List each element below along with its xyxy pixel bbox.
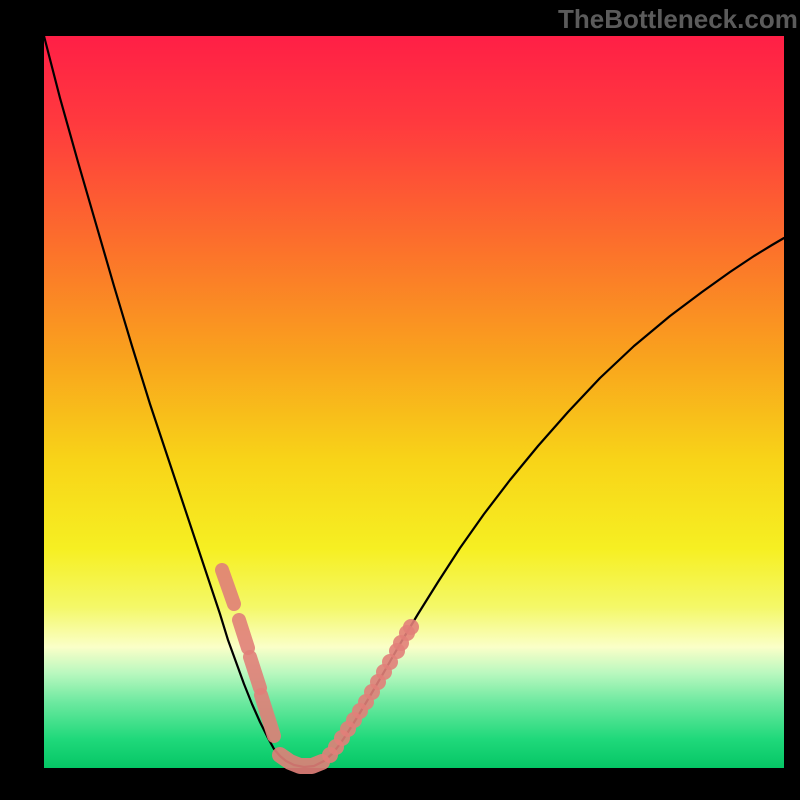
watermark-text: TheBottleneck.com bbox=[558, 4, 798, 35]
bottleneck-curve bbox=[44, 36, 784, 767]
marker-left bbox=[250, 657, 260, 688]
marker-bottom bbox=[280, 755, 322, 766]
marker-right bbox=[403, 619, 419, 635]
chart-overlay bbox=[0, 0, 800, 800]
marker-left bbox=[239, 620, 248, 648]
marker-left bbox=[222, 570, 234, 604]
